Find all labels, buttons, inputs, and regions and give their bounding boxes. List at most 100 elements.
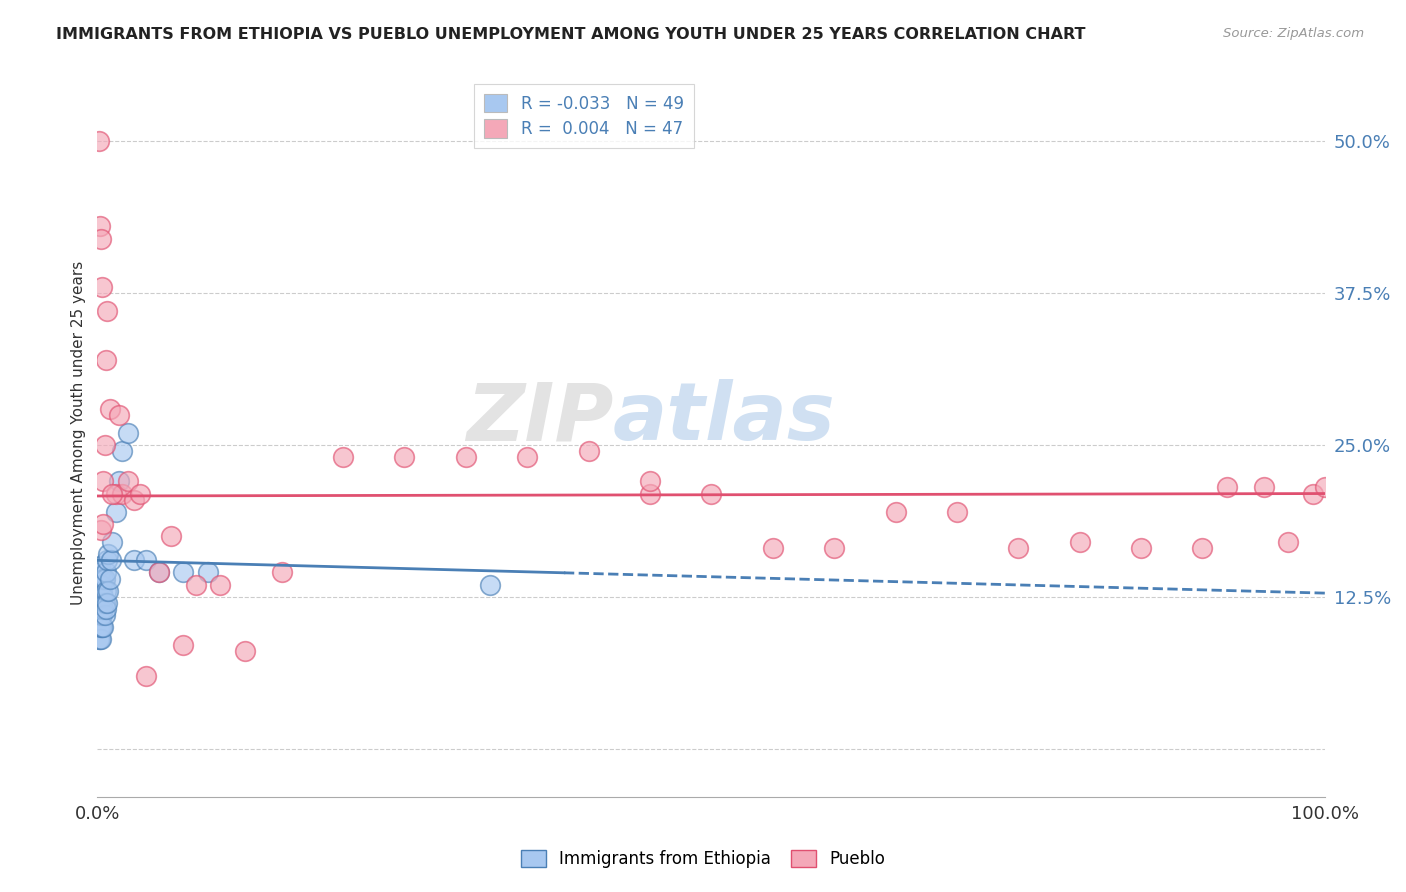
Point: [332, 450, 354, 464]
Text: Source: ZipAtlas.com: Source: ZipAtlas.com: [1223, 27, 1364, 40]
Point: [233, 644, 256, 658]
Point: [89, 577, 111, 591]
Point: [516, 450, 538, 464]
Point: [638, 486, 661, 500]
Point: [700, 486, 723, 500]
Point: [93, 596, 115, 610]
Point: [100, 553, 122, 567]
Point: [93, 475, 115, 489]
Point: [270, 566, 292, 580]
Point: [87, 596, 110, 610]
Point: [197, 566, 219, 580]
Point: [94, 602, 117, 616]
Point: [91, 596, 114, 610]
Point: [96, 553, 118, 567]
Point: [762, 541, 785, 556]
Point: [117, 475, 139, 489]
Point: [97, 547, 120, 561]
Point: [89, 559, 111, 574]
Point: [1130, 541, 1153, 556]
Point: [148, 566, 170, 580]
Point: [638, 475, 661, 489]
Point: [1191, 541, 1213, 556]
Point: [129, 486, 152, 500]
Point: [1302, 486, 1324, 500]
Point: [93, 590, 115, 604]
Point: [946, 505, 969, 519]
Point: [90, 231, 112, 245]
Point: [111, 486, 134, 500]
Point: [578, 444, 600, 458]
Point: [111, 444, 134, 458]
Point: [87, 135, 110, 149]
Text: IMMIGRANTS FROM ETHIOPIA VS PUEBLO UNEMPLOYMENT AMONG YOUTH UNDER 25 YEARS CORRE: IMMIGRANTS FROM ETHIOPIA VS PUEBLO UNEMP…: [56, 27, 1085, 42]
Point: [1277, 535, 1299, 549]
Point: [1007, 541, 1029, 556]
Point: [93, 572, 115, 586]
Point: [101, 535, 124, 549]
Point: [823, 541, 845, 556]
Point: [89, 572, 111, 586]
Point: [135, 553, 157, 567]
Point: [172, 566, 194, 580]
Point: [93, 438, 115, 452]
Point: [89, 566, 111, 580]
Point: [89, 219, 111, 234]
Point: [96, 304, 118, 318]
Point: [104, 486, 127, 500]
Point: [87, 607, 110, 622]
Point: [90, 577, 112, 591]
Point: [122, 553, 145, 567]
Point: [101, 486, 124, 500]
Point: [91, 280, 114, 294]
Point: [94, 566, 117, 580]
Point: [93, 516, 115, 531]
Point: [135, 669, 157, 683]
Point: [93, 602, 115, 616]
Point: [90, 596, 112, 610]
Point: [104, 505, 127, 519]
Legend: Immigrants from Ethiopia, Pueblo: Immigrants from Ethiopia, Pueblo: [515, 843, 891, 875]
Point: [160, 529, 183, 543]
Point: [89, 620, 111, 634]
Point: [479, 577, 502, 591]
Point: [93, 607, 115, 622]
Point: [91, 620, 114, 634]
Text: atlas: atlas: [613, 379, 835, 458]
Point: [394, 450, 416, 464]
Point: [93, 620, 115, 634]
Point: [96, 596, 118, 610]
Point: [1253, 481, 1275, 495]
Point: [98, 401, 121, 416]
Point: [98, 572, 121, 586]
Point: [1216, 481, 1239, 495]
Point: [89, 607, 111, 622]
Point: [90, 632, 112, 647]
Point: [87, 620, 110, 634]
Point: [94, 583, 117, 598]
Point: [117, 425, 139, 440]
Point: [93, 572, 115, 586]
Point: [1315, 481, 1337, 495]
Point: [94, 353, 117, 368]
Point: [90, 607, 112, 622]
Point: [108, 475, 131, 489]
Point: [89, 583, 111, 598]
Point: [90, 523, 112, 537]
Point: [172, 638, 194, 652]
Point: [89, 632, 111, 647]
Point: [91, 583, 114, 598]
Point: [87, 632, 110, 647]
Point: [884, 505, 907, 519]
Point: [209, 577, 232, 591]
Point: [97, 583, 120, 598]
Point: [90, 620, 112, 634]
Point: [148, 566, 170, 580]
Point: [108, 408, 131, 422]
Point: [122, 492, 145, 507]
Y-axis label: Unemployment Among Youth under 25 years: Unemployment Among Youth under 25 years: [72, 260, 86, 605]
Text: ZIP: ZIP: [465, 379, 613, 458]
Point: [91, 607, 114, 622]
Point: [454, 450, 477, 464]
Point: [1069, 535, 1091, 549]
